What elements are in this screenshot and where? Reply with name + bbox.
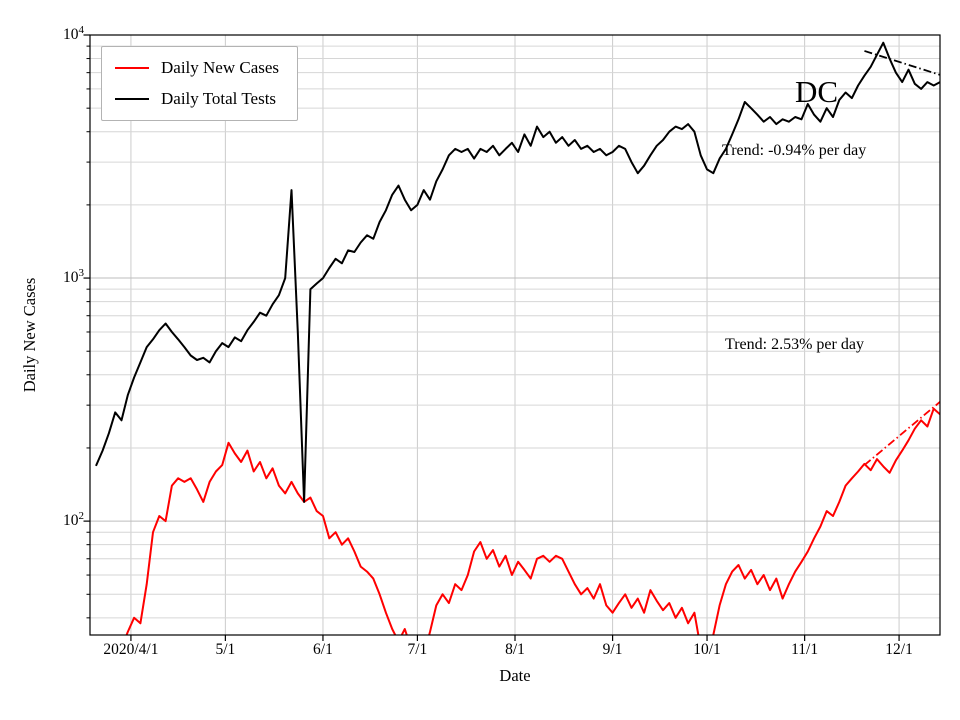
legend-label-daily-new-cases: Daily New Cases <box>161 58 280 77</box>
x-tick-label: 2020/4/1 <box>103 641 159 658</box>
x-axis-label: Date <box>499 666 531 685</box>
grid-lines <box>90 34 940 635</box>
x-tick-label: 11/1 <box>791 641 819 658</box>
series-line-daily-total-tests <box>95 41 940 503</box>
x-tick-label: 5/1 <box>215 641 236 658</box>
x-tick-label: 6/1 <box>313 641 333 658</box>
x-tick-label: 8/1 <box>505 641 525 658</box>
cases-trend-line <box>863 401 940 466</box>
tests-line-swatch <box>115 98 149 100</box>
y-tick-label: 104 <box>63 24 84 44</box>
legend-label-daily-total-tests: Daily Total Tests <box>161 89 277 108</box>
state-annotation: DC <box>795 74 839 109</box>
y-axis-label: Daily New Cases <box>20 277 39 393</box>
x-tick-label: 10/1 <box>693 641 721 658</box>
series-line-daily-new-cases <box>125 407 940 635</box>
legend-item-daily-total-tests: Daily Total Tests <box>115 89 279 109</box>
cases-trend-label: Trend: 2.53% per day <box>725 336 864 353</box>
tests-trend-label: Trend: -0.94% per day <box>722 142 867 159</box>
legend: Daily New Cases Daily Total Tests <box>101 46 299 121</box>
plot-border <box>89 34 941 636</box>
x-tick-label: 7/1 <box>407 641 428 658</box>
tests-trend-line <box>864 50 940 76</box>
cases-line-swatch <box>115 67 149 69</box>
x-tick-label: 9/1 <box>602 641 623 658</box>
x-tick-label: 12/1 <box>885 641 913 658</box>
y-tick-label: 102 <box>63 510 84 530</box>
y-tick-label: 103 <box>63 267 84 287</box>
legend-item-daily-new-cases: Daily New Cases <box>115 58 279 78</box>
